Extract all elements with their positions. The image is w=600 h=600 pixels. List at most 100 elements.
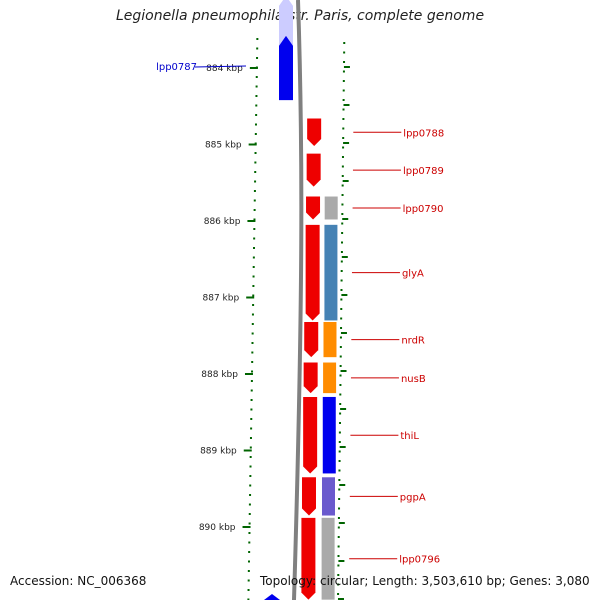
scale-dot — [342, 89, 345, 92]
gene-label[interactable]: lpp0790 — [403, 204, 444, 215]
scale-tick-label: 886 kbp — [204, 217, 241, 227]
gene-label[interactable]: lpp0789 — [403, 166, 444, 177]
gene-arrow-lpp0790[interactable] — [306, 196, 321, 220]
cog-block[interactable] — [324, 224, 338, 321]
scale-tick-label: 884 kbp — [206, 64, 243, 74]
scale-dot — [248, 513, 251, 515]
scale-dot — [337, 593, 340, 595]
cog-block[interactable] — [323, 321, 337, 358]
scale-dot — [247, 579, 250, 582]
gene-label[interactable]: thiL — [400, 431, 419, 442]
scale-dot — [342, 118, 345, 120]
gene-arrow-nusb[interactable] — [303, 362, 318, 394]
scale-tick — [339, 484, 346, 486]
scale-dot — [338, 479, 341, 481]
scale-dot — [254, 123, 257, 126]
scale-tick-major — [247, 220, 256, 222]
scale-tick — [337, 598, 344, 600]
scale-dot — [342, 127, 345, 130]
scale-dot — [251, 332, 254, 335]
scale-dot — [339, 336, 342, 339]
scale-tick-major — [248, 143, 257, 146]
scale-dot — [256, 38, 259, 40]
gene-label[interactable]: lpp0796 — [399, 555, 440, 566]
scale-dot — [250, 399, 253, 401]
scale-dot — [252, 304, 255, 306]
scale-dot — [341, 213, 344, 215]
gene-arrow-head[interactable] — [279, 0, 293, 46]
gene-label[interactable]: lpp0788 — [403, 128, 444, 139]
scale-dot — [343, 51, 346, 54]
scale-tick — [340, 370, 347, 372]
scale-dot — [339, 365, 342, 367]
scale-dot — [342, 80, 345, 82]
scale-dot — [248, 541, 251, 544]
scale-dot — [337, 545, 340, 548]
scale-dot — [338, 431, 341, 434]
scale-dot — [249, 475, 252, 477]
scale-dot — [253, 218, 256, 221]
scale-tick — [342, 180, 349, 182]
accession-text: Accession: NC_006368 — [10, 574, 147, 588]
gene-arrow-next[interactable] — [264, 594, 280, 600]
scale-dot — [254, 152, 257, 154]
scale-dot — [254, 171, 257, 173]
scale-dot — [337, 517, 340, 519]
scale-dot — [255, 104, 258, 107]
scale-dot — [340, 279, 343, 282]
gene-arrow-glya[interactable] — [305, 224, 320, 321]
cog-block[interactable] — [321, 477, 335, 516]
scale-dot — [252, 275, 255, 278]
scale-dot — [338, 469, 341, 472]
scale-dot — [343, 42, 346, 44]
scale-dot — [337, 583, 340, 586]
scale-dot — [342, 108, 345, 111]
scale-dot — [253, 190, 256, 192]
gene-label[interactable]: lpp0787 — [156, 62, 197, 73]
scale-dot — [251, 361, 254, 363]
scale-dot — [247, 598, 250, 600]
cog-block[interactable] — [323, 362, 337, 394]
scale-dot — [248, 503, 251, 506]
gene-arrow-lpp0787[interactable] — [279, 35, 293, 101]
gene-arrow-lpp0796[interactable] — [301, 517, 316, 600]
cog-block[interactable] — [322, 396, 336, 474]
scale-tick — [338, 522, 345, 524]
gene-arrow-lpp0788[interactable] — [307, 118, 322, 147]
scale-dot — [249, 465, 252, 468]
scale-dot — [249, 484, 252, 487]
scale-tick — [341, 256, 348, 258]
scale-dot — [337, 526, 340, 529]
scale-dot — [338, 450, 341, 453]
scale-dot — [341, 175, 344, 177]
gene-arrow-nrdr[interactable] — [304, 321, 319, 358]
scale-dot — [339, 374, 342, 377]
scale-dot — [249, 456, 252, 458]
scale-dot — [338, 507, 341, 510]
gene-label[interactable]: glyA — [402, 269, 424, 280]
scale-dot — [249, 446, 252, 449]
gene-label[interactable]: nrdR — [401, 336, 425, 347]
gene-arrow-lpp0789[interactable] — [306, 153, 321, 187]
gene-label[interactable]: nusB — [401, 374, 426, 385]
gene-arrow-pgpa[interactable] — [301, 477, 316, 516]
topology-text: Topology: circular; Length: 3,503,610 bp… — [260, 574, 590, 588]
cog-block[interactable] — [324, 196, 338, 220]
gene-arrow-thil[interactable] — [303, 396, 318, 474]
scale-dot — [339, 355, 342, 358]
scale-dot — [250, 380, 253, 382]
scale-dot — [338, 460, 341, 462]
gene-label[interactable]: pgpA — [400, 492, 426, 503]
scale-dot — [254, 133, 257, 135]
scale-dot — [250, 389, 253, 392]
cog-block[interactable] — [321, 517, 335, 600]
scale-tick-major — [249, 67, 258, 69]
scale-dot — [339, 346, 342, 348]
scale-dot — [251, 313, 254, 316]
scale-dot — [248, 522, 251, 525]
scale-dot — [250, 418, 253, 420]
scale-dot — [338, 488, 341, 491]
scale-dot — [341, 232, 344, 234]
scale-tick — [338, 560, 345, 562]
